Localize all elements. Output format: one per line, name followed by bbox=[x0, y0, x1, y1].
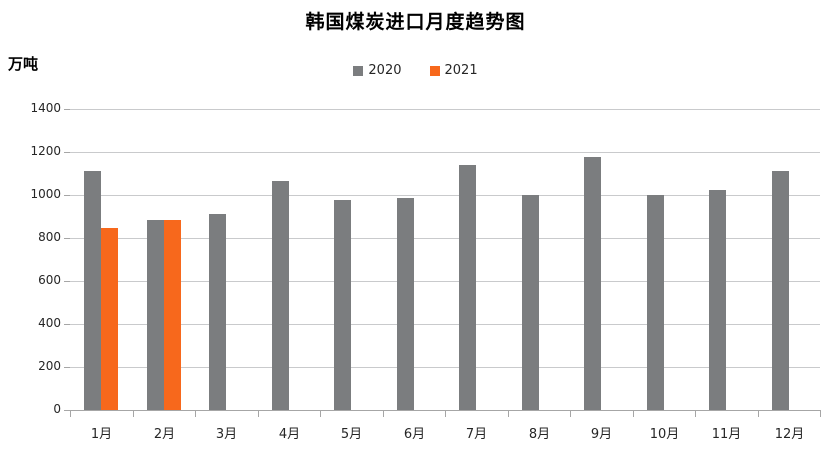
y-axis-tick-label: 400 bbox=[38, 316, 61, 330]
y-axis-tick bbox=[64, 324, 70, 325]
y-axis-tick-label: 1000 bbox=[30, 187, 61, 201]
x-axis-tick bbox=[445, 411, 446, 417]
bar-2020-6月 bbox=[397, 198, 414, 410]
gridline bbox=[70, 109, 820, 110]
x-axis-tick bbox=[820, 411, 821, 417]
x-axis-tick-label: 2月 bbox=[153, 427, 176, 442]
x-axis-tick-label: 3月 bbox=[215, 427, 238, 442]
bar-2020-1月 bbox=[84, 171, 101, 410]
x-axis-tick-label: 1月 bbox=[90, 427, 113, 442]
chart-title: 韩国煤炭进口月度趋势图 bbox=[305, 11, 526, 33]
y-axis-tick-label: 600 bbox=[38, 273, 61, 287]
bar-2021-1月 bbox=[101, 228, 118, 410]
y-axis-tick-label: 0 bbox=[53, 402, 61, 416]
x-axis-tick-label: 11月 bbox=[711, 427, 742, 442]
x-axis-tick bbox=[258, 411, 259, 417]
bar-2020-12月 bbox=[772, 171, 789, 410]
gridline bbox=[70, 324, 820, 325]
x-axis-tick-label: 9月 bbox=[590, 427, 613, 442]
y-axis-tick-label: 200 bbox=[38, 359, 61, 373]
legend-label-2020: 2020 bbox=[368, 63, 402, 78]
bar-2020-2月 bbox=[147, 220, 164, 410]
y-axis-tick-label: 1200 bbox=[30, 144, 61, 158]
x-axis-tick-label: 4月 bbox=[278, 427, 301, 442]
x-axis-tick bbox=[133, 411, 134, 417]
x-axis-tick-label: 8月 bbox=[528, 427, 551, 442]
x-axis-tick-label: 10月 bbox=[649, 427, 680, 442]
y-axis-tick bbox=[64, 367, 70, 368]
legend-item-2021: 2021 bbox=[429, 63, 478, 78]
y-axis-tick bbox=[64, 195, 70, 196]
y-axis-tick bbox=[64, 410, 70, 411]
bar-2020-7月 bbox=[459, 165, 476, 410]
x-axis-tick-label: 12月 bbox=[774, 427, 805, 442]
gridline bbox=[70, 238, 820, 239]
x-axis-tick bbox=[508, 411, 509, 417]
x-axis-tick bbox=[195, 411, 196, 417]
x-axis-tick-label: 6月 bbox=[403, 427, 426, 442]
x-axis-tick bbox=[320, 411, 321, 417]
legend: 2020 2021 bbox=[0, 63, 831, 78]
legend-marker-2021-icon bbox=[429, 65, 440, 76]
x-axis-tick-label: 5月 bbox=[340, 427, 363, 442]
y-axis-tick-label: 1400 bbox=[30, 101, 61, 115]
gridline bbox=[70, 195, 820, 196]
bar-2020-4月 bbox=[272, 181, 289, 410]
x-axis-tick bbox=[633, 411, 634, 417]
y-axis-tick bbox=[64, 109, 70, 110]
y-axis-tick-label: 800 bbox=[38, 230, 61, 244]
y-axis-unit-label: 万吨 bbox=[8, 55, 39, 73]
legend-item-2020: 2020 bbox=[353, 63, 402, 78]
x-axis-tick bbox=[383, 411, 384, 417]
bar-2020-3月 bbox=[209, 214, 226, 410]
legend-label-2021: 2021 bbox=[444, 63, 478, 78]
x-axis-tick bbox=[695, 411, 696, 417]
gridline bbox=[70, 367, 820, 368]
x-axis-tick bbox=[570, 411, 571, 417]
bar-2020-8月 bbox=[522, 195, 539, 410]
bar-2021-2月 bbox=[164, 220, 181, 410]
gridline bbox=[70, 281, 820, 282]
x-axis-tick-label: 7月 bbox=[465, 427, 488, 442]
y-axis-tick bbox=[64, 238, 70, 239]
gridline bbox=[70, 152, 820, 153]
bar-2020-5月 bbox=[334, 200, 351, 410]
bar-2020-10月 bbox=[647, 195, 664, 410]
x-axis-line bbox=[70, 410, 821, 411]
y-axis-tick bbox=[64, 152, 70, 153]
x-axis-tick bbox=[758, 411, 759, 417]
legend-marker-2020-icon bbox=[353, 65, 364, 76]
bar-2020-11月 bbox=[709, 190, 726, 410]
x-axis-tick bbox=[70, 411, 71, 417]
y-axis-tick bbox=[64, 281, 70, 282]
bar-2020-9月 bbox=[584, 157, 601, 410]
